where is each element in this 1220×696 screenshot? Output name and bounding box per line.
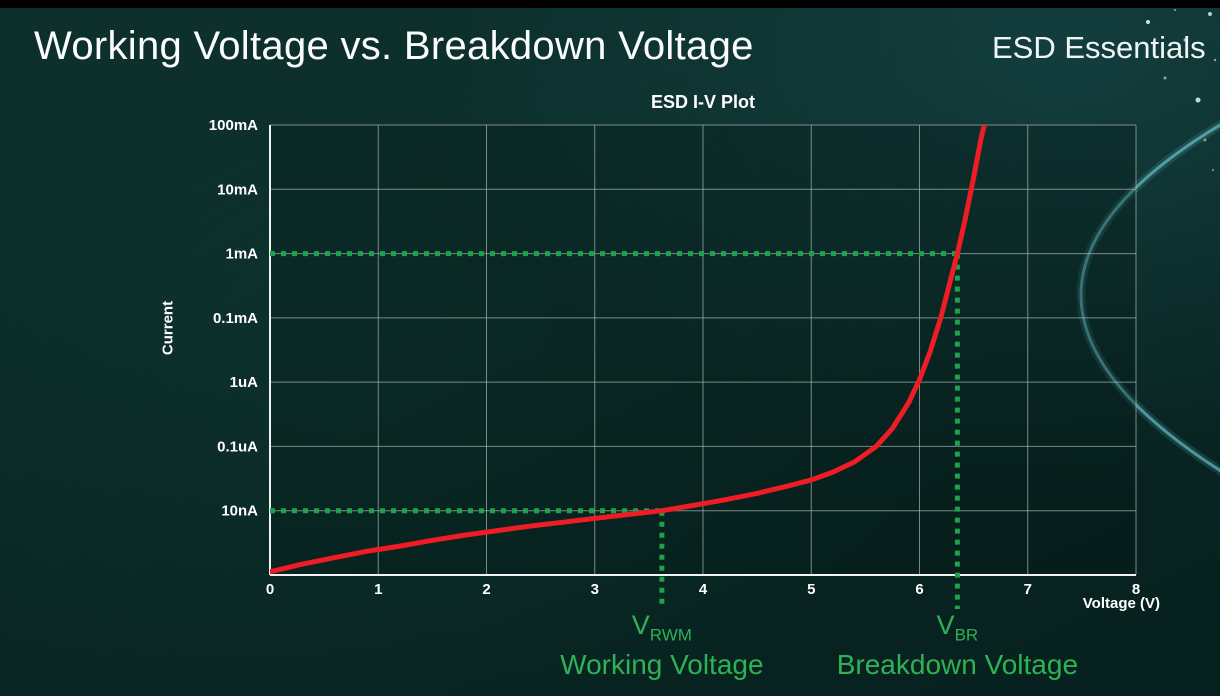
gridlines xyxy=(269,124,1137,576)
x-tick-label: 4 xyxy=(699,581,708,598)
y-tick-label: 0.1mA xyxy=(213,310,258,327)
breakdown-voltage-caption: Breakdown Voltage xyxy=(836,648,1079,680)
y-tick-label: 1uA xyxy=(230,374,259,391)
slide-title: Working Voltage vs. Breakdown Voltage xyxy=(34,24,754,68)
axes xyxy=(269,125,1136,576)
working-voltage-annotation: VRWM Working Voltage xyxy=(560,610,763,681)
x-tick-label: 7 xyxy=(1024,581,1032,598)
y-tick-label: 0.1uA xyxy=(217,438,258,455)
breakdown-voltage-annotation: VBR Breakdown Voltage xyxy=(837,610,1078,681)
x-tick-label: 8 xyxy=(1132,581,1140,598)
x-tick-label: 6 xyxy=(915,581,923,598)
x-tick-label: 5 xyxy=(807,581,815,598)
x-tick-label: 2 xyxy=(482,581,490,598)
x-tick-label: 1 xyxy=(374,581,382,598)
vbr-label: VBR xyxy=(936,610,979,645)
working-voltage-caption: Working Voltage xyxy=(560,648,764,680)
y-tick-label: 1mA xyxy=(225,246,258,263)
letterbox-bar xyxy=(0,0,1220,8)
x-tick-label: 3 xyxy=(591,581,599,598)
brand-logo-text: ESD Essentials xyxy=(992,30,1206,65)
esd-iv-chart: 0 1 2 3 4 5 6 7 8 100mA 10mA 1mA 0.1mA 1uA 0.1uA 10nA Vo… xyxy=(209,117,1160,612)
iv-curve xyxy=(270,125,987,575)
threshold-dashed-lines xyxy=(270,251,960,609)
y-tick-label: 10mA xyxy=(217,181,258,198)
x-tick-label: 0 xyxy=(266,581,274,598)
vrwm-label: VRWM xyxy=(631,610,692,645)
x-axis-label: Voltage (V) xyxy=(1083,595,1160,612)
y-tick-label: 10nA xyxy=(221,503,258,520)
y-tick-label: 100mA xyxy=(209,117,258,134)
chart-title: ESD I-V Plot xyxy=(650,92,755,112)
